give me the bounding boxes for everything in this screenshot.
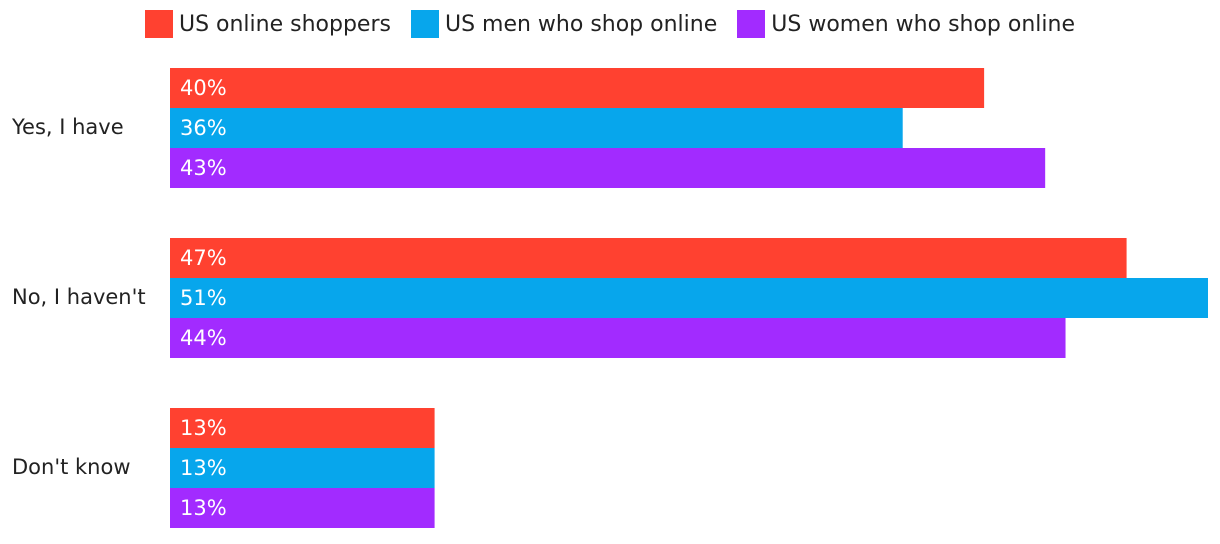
legend: US online shoppers US men who shop online… bbox=[0, 10, 1220, 38]
legend-item: US men who shop online bbox=[410, 10, 718, 38]
bar bbox=[170, 148, 1046, 188]
category-label: No, I haven't bbox=[12, 285, 146, 309]
bar bbox=[170, 108, 903, 148]
data-label: 40% bbox=[180, 76, 227, 100]
bar bbox=[170, 278, 1208, 318]
legend-swatch bbox=[144, 10, 173, 38]
bar bbox=[170, 408, 435, 448]
legend-swatch bbox=[410, 10, 439, 38]
legend-label: US men who shop online bbox=[444, 11, 718, 37]
legend-label: US online shoppers bbox=[178, 11, 391, 37]
data-label: 47% bbox=[180, 246, 227, 270]
legend-label: US women who shop online bbox=[771, 11, 1076, 37]
data-label: 43% bbox=[180, 156, 227, 180]
bar bbox=[170, 488, 435, 528]
data-label: 36% bbox=[180, 116, 227, 140]
data-label: 44% bbox=[180, 326, 227, 350]
data-label: 13% bbox=[180, 496, 227, 520]
legend-swatch bbox=[737, 10, 766, 38]
data-label: 51% bbox=[180, 286, 227, 310]
legend-item: US women who shop online bbox=[737, 10, 1075, 38]
data-label: 13% bbox=[180, 416, 227, 440]
legend-item: US online shoppers bbox=[144, 10, 391, 38]
category-label: Don't know bbox=[12, 455, 131, 479]
category-label: Yes, I have bbox=[11, 115, 124, 139]
bar bbox=[170, 318, 1066, 358]
data-label: 13% bbox=[180, 456, 227, 480]
bar bbox=[170, 238, 1127, 278]
bar bbox=[170, 448, 435, 488]
bar bbox=[170, 68, 985, 108]
